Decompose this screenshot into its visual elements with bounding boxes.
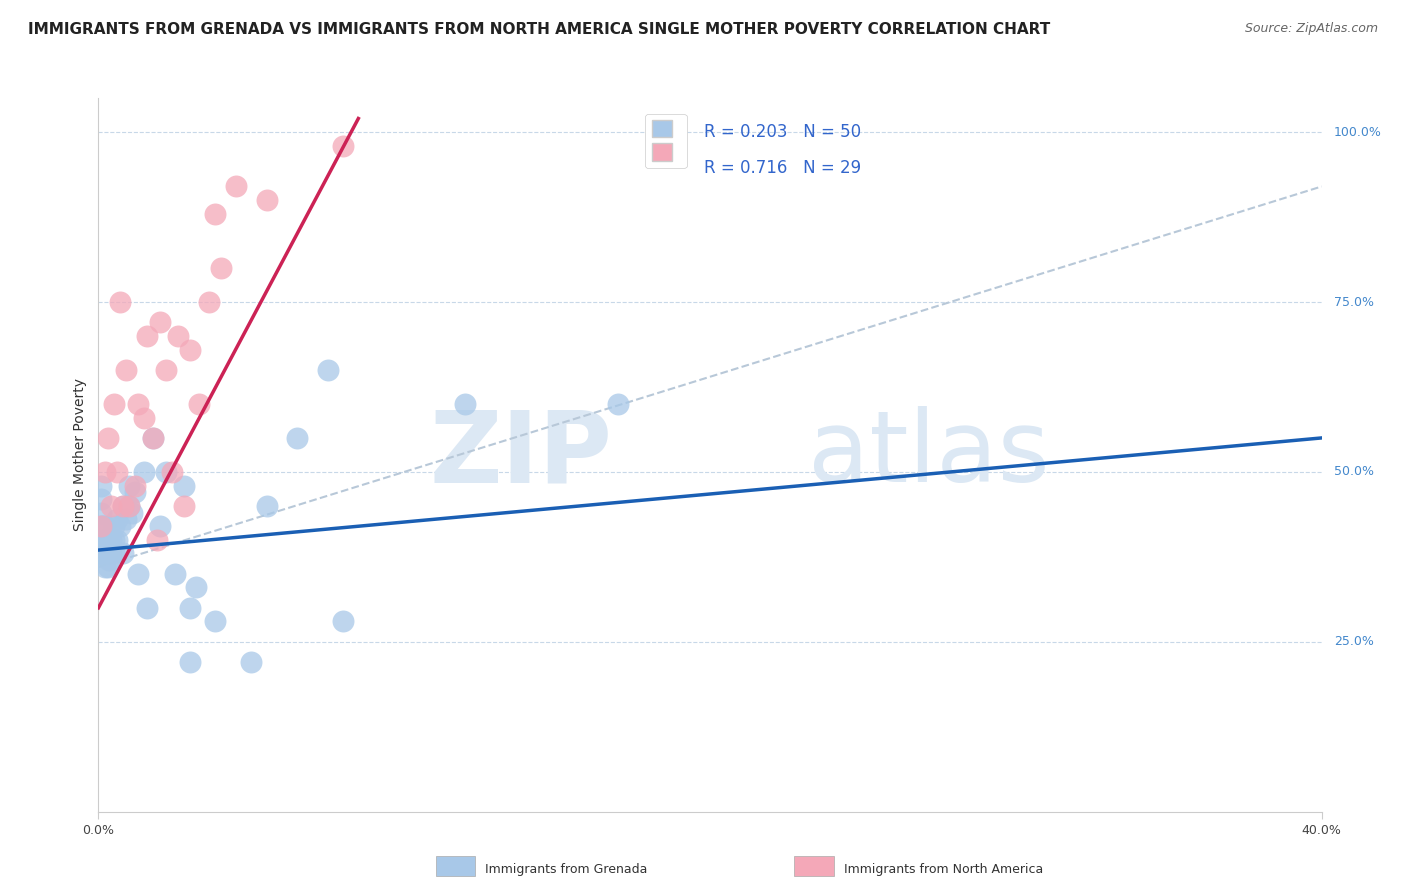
Point bbox=[134, 410, 156, 425]
Point bbox=[179, 655, 201, 669]
Point bbox=[90, 478, 112, 492]
Point bbox=[90, 546, 112, 560]
Point bbox=[90, 519, 112, 533]
Text: 100.0%: 100.0% bbox=[1334, 126, 1382, 138]
Point bbox=[155, 465, 177, 479]
Point bbox=[149, 315, 172, 329]
Point bbox=[173, 499, 195, 513]
Point bbox=[204, 207, 226, 221]
Point bbox=[97, 533, 120, 547]
Text: Source: ZipAtlas.com: Source: ZipAtlas.com bbox=[1244, 22, 1378, 36]
Point bbox=[121, 506, 143, 520]
Point bbox=[105, 533, 128, 547]
Text: 25.0%: 25.0% bbox=[1334, 635, 1374, 648]
Point bbox=[103, 546, 125, 560]
Point bbox=[256, 499, 278, 513]
Point bbox=[134, 465, 156, 479]
Point bbox=[93, 546, 115, 560]
Text: ZIP: ZIP bbox=[429, 407, 612, 503]
Point bbox=[332, 138, 354, 153]
Point bbox=[97, 431, 120, 445]
Point bbox=[316, 363, 339, 377]
Text: R = 0.203   N = 50: R = 0.203 N = 50 bbox=[704, 123, 860, 141]
Point bbox=[332, 615, 354, 629]
Point bbox=[118, 499, 141, 513]
Text: atlas: atlas bbox=[808, 407, 1049, 503]
Point bbox=[197, 295, 219, 310]
Point bbox=[108, 519, 131, 533]
Point bbox=[454, 397, 477, 411]
Text: 50.0%: 50.0% bbox=[1334, 466, 1374, 478]
Point bbox=[115, 363, 138, 377]
Point bbox=[111, 499, 134, 513]
Point bbox=[91, 533, 114, 547]
Point bbox=[93, 533, 115, 547]
Point bbox=[225, 179, 247, 194]
Point bbox=[100, 546, 122, 560]
Text: IMMIGRANTS FROM GRENADA VS IMMIGRANTS FROM NORTH AMERICA SINGLE MOTHER POVERTY C: IMMIGRANTS FROM GRENADA VS IMMIGRANTS FR… bbox=[28, 22, 1050, 37]
Point bbox=[97, 546, 120, 560]
Point bbox=[155, 363, 177, 377]
Point bbox=[91, 519, 114, 533]
Point bbox=[103, 397, 125, 411]
Point bbox=[118, 499, 141, 513]
Text: Immigrants from North America: Immigrants from North America bbox=[844, 863, 1043, 876]
Point bbox=[93, 465, 115, 479]
Point bbox=[160, 465, 183, 479]
Point bbox=[142, 431, 165, 445]
Point bbox=[127, 397, 149, 411]
Point bbox=[90, 519, 112, 533]
Point bbox=[136, 600, 159, 615]
Point bbox=[186, 581, 208, 595]
Point bbox=[240, 655, 263, 669]
Point bbox=[90, 506, 112, 520]
Y-axis label: Single Mother Poverty: Single Mother Poverty bbox=[73, 378, 87, 532]
Point bbox=[93, 560, 115, 574]
Point bbox=[103, 533, 125, 547]
Point bbox=[124, 478, 146, 492]
Text: 75.0%: 75.0% bbox=[1334, 295, 1374, 309]
Point bbox=[136, 329, 159, 343]
Point bbox=[100, 499, 122, 513]
Point bbox=[118, 478, 141, 492]
Text: Immigrants from Grenada: Immigrants from Grenada bbox=[485, 863, 647, 876]
Point bbox=[94, 540, 117, 554]
Point bbox=[285, 431, 308, 445]
Point bbox=[111, 546, 134, 560]
Point bbox=[100, 533, 122, 547]
Point bbox=[111, 499, 134, 513]
Point bbox=[115, 512, 138, 526]
Point bbox=[142, 431, 165, 445]
Point bbox=[127, 566, 149, 581]
Point bbox=[179, 600, 201, 615]
Point bbox=[124, 485, 146, 500]
Point bbox=[173, 478, 195, 492]
Point bbox=[145, 533, 167, 547]
Point bbox=[167, 329, 190, 343]
Point bbox=[163, 566, 186, 581]
Point bbox=[256, 193, 278, 207]
Point bbox=[204, 615, 226, 629]
Point bbox=[607, 397, 630, 411]
Point bbox=[105, 512, 128, 526]
Point bbox=[209, 260, 232, 275]
Point bbox=[108, 295, 131, 310]
Point bbox=[98, 553, 121, 567]
Point bbox=[188, 397, 211, 411]
Point bbox=[90, 492, 112, 507]
Point bbox=[103, 519, 125, 533]
Point bbox=[97, 560, 120, 574]
Point bbox=[93, 519, 115, 533]
Point bbox=[105, 465, 128, 479]
Point bbox=[179, 343, 201, 357]
Legend: , : , bbox=[645, 113, 686, 169]
Text: R = 0.716   N = 29: R = 0.716 N = 29 bbox=[704, 159, 860, 177]
Point bbox=[149, 519, 172, 533]
